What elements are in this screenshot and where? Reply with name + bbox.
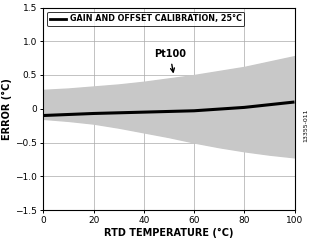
Legend: GAIN AND OFFSET CALIBRATION, 25°C: GAIN AND OFFSET CALIBRATION, 25°C: [47, 12, 244, 26]
Text: 13355-011: 13355-011: [303, 108, 308, 142]
Text: Pt100: Pt100: [154, 49, 186, 72]
Y-axis label: ERROR (°C): ERROR (°C): [2, 78, 12, 140]
X-axis label: RTD TEMPERATURE (°C): RTD TEMPERATURE (°C): [104, 228, 234, 238]
